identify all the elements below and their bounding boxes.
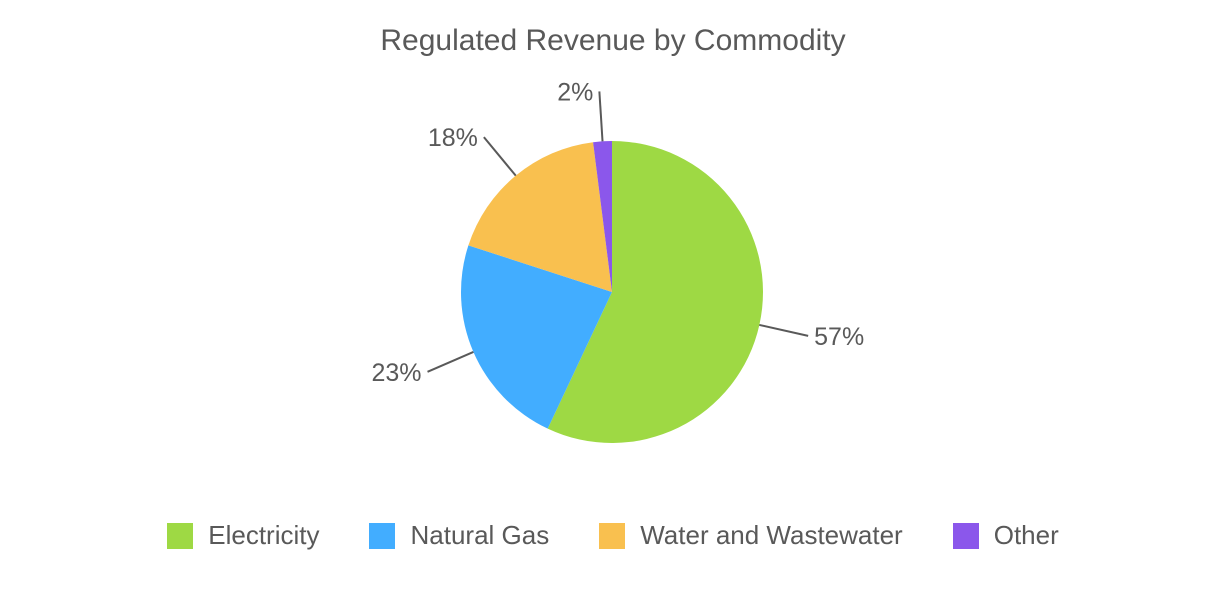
- legend-label: Water and Wastewater: [640, 520, 903, 550]
- label-leader-lines: [427, 91, 809, 373]
- slice-label: 23%: [371, 359, 421, 387]
- legend-item-other[interactable]: Other: [952, 520, 1059, 551]
- slice-label: 18%: [428, 124, 478, 152]
- pie-slice-electricity[interactable]: [547, 141, 763, 443]
- legend-swatch: [599, 522, 626, 549]
- legend-item-water-and-wastewater[interactable]: Water and Wastewater: [599, 520, 903, 551]
- chart-title: Regulated Revenue by Commodity: [380, 24, 846, 57]
- legend-label: Natural Gas: [410, 520, 550, 550]
- slice-label: 57%: [814, 323, 864, 351]
- legend-swatch: [369, 522, 396, 549]
- leader-line: [427, 351, 474, 373]
- slice-labels: 57% 23% 18% 2%: [371, 78, 864, 386]
- leader-line: [598, 91, 604, 142]
- pie-slice-natural-gas[interactable]: [461, 245, 612, 429]
- legend-item-natural-gas[interactable]: Natural Gas: [369, 520, 549, 551]
- pie-slice-water-and-wastewater[interactable]: [468, 142, 612, 292]
- legend: Electricity Natural Gas Water and Wastew…: [0, 520, 1226, 551]
- legend-label: Other: [993, 520, 1059, 550]
- legend-item-electricity[interactable]: Electricity: [167, 520, 319, 551]
- legend-label: Electricity: [208, 520, 320, 550]
- legend-swatch: [952, 522, 979, 549]
- leader-line: [759, 323, 809, 337]
- pie-slice-other[interactable]: [593, 141, 612, 292]
- pie-slices: [461, 141, 763, 443]
- slice-label: 2%: [557, 78, 593, 106]
- legend-swatch: [167, 522, 194, 549]
- leader-line: [483, 136, 517, 177]
